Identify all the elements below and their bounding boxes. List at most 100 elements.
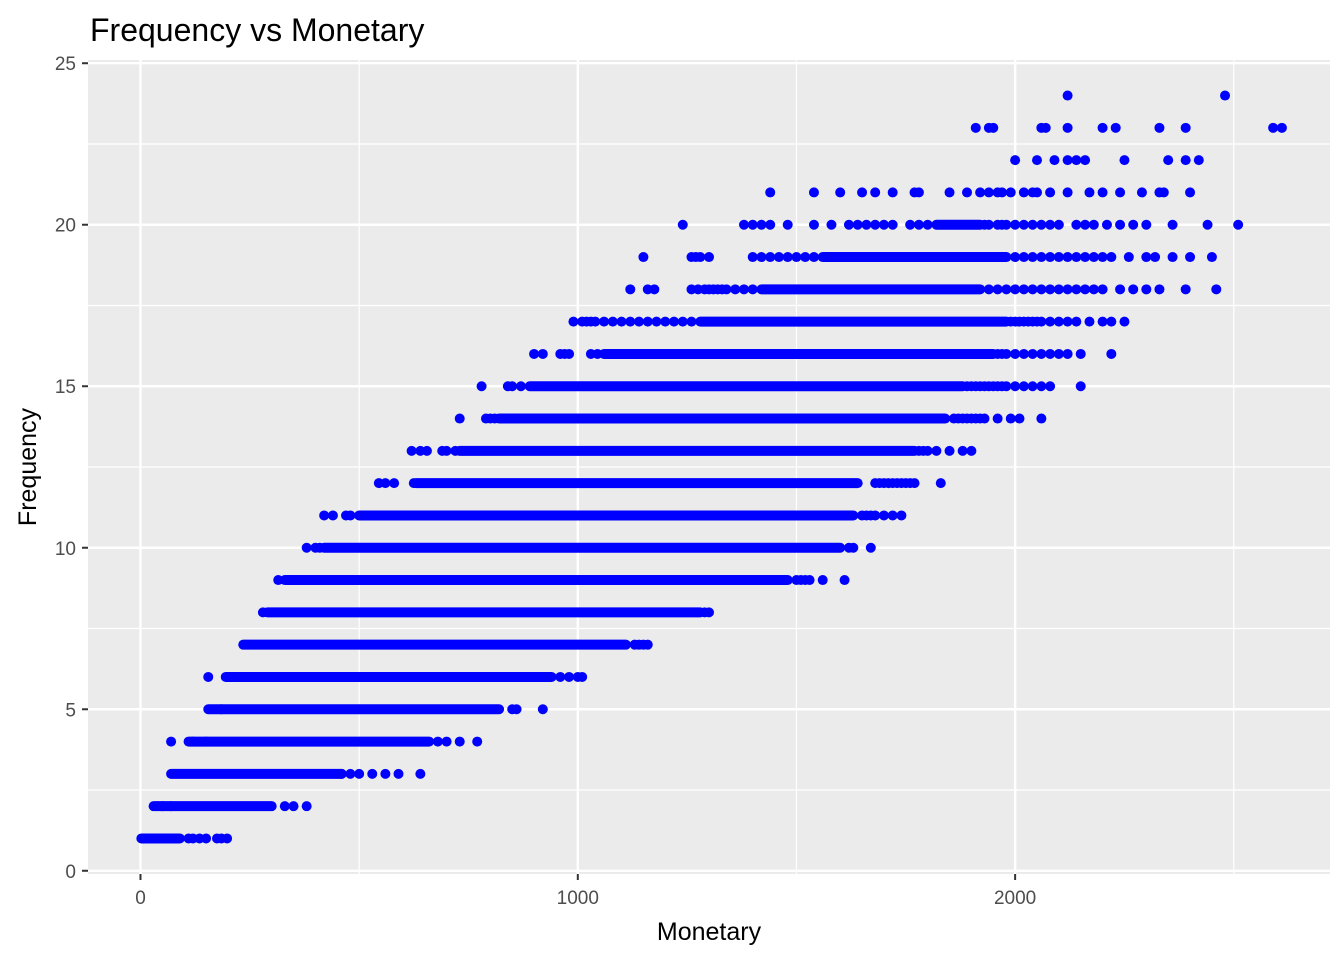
data-point [279,801,290,812]
data-point [1115,284,1126,295]
data-point [1119,316,1130,327]
data-point [1185,187,1196,198]
data-point [865,542,876,553]
data-point [1123,252,1134,263]
data-points [136,90,1287,844]
data-point [852,219,863,230]
data-point [345,768,356,779]
data-point [1180,122,1191,133]
data-point [957,445,968,456]
data-point [1027,348,1038,359]
data-point [1036,252,1047,263]
data-point [992,413,1003,424]
data-point [1027,284,1038,295]
data-point [826,219,837,230]
data-point [922,219,933,230]
data-point [909,478,920,489]
data-point [1031,187,1042,198]
data-point [1027,252,1038,263]
data-point [800,252,811,263]
data-point [336,768,347,779]
data-point [489,413,500,424]
data-point [432,736,443,747]
data-point [568,316,579,327]
data-point [992,284,1003,295]
data-point [1053,316,1064,327]
data-point [1141,252,1152,263]
data-point [1018,348,1029,359]
data-point [1045,284,1056,295]
x-tick-label: 2000 [994,888,1036,909]
data-point [738,219,749,230]
data-point [730,284,741,295]
data-point [1071,155,1082,166]
data-point [380,478,391,489]
data-point [1119,155,1130,166]
data-point [1202,219,1213,230]
data-point [625,316,636,327]
data-point [354,768,365,779]
data-point [625,284,636,295]
data-point [765,187,776,198]
y-tick-label: 5 [65,700,76,721]
data-point [319,510,330,521]
data-point [1097,284,1108,295]
data-point [1071,219,1082,230]
data-point [367,768,378,779]
data-point [765,219,776,230]
data-point [1001,381,1012,392]
data-point [808,187,819,198]
data-point [1097,316,1108,327]
data-point [839,575,850,586]
data-point [1010,252,1021,263]
data-point [756,252,767,263]
data-point [878,219,889,230]
data-point [450,445,461,456]
data-point [1071,316,1082,327]
data-point [677,316,688,327]
data-point [1062,122,1073,133]
data-point [1045,316,1056,327]
data-point [922,445,933,456]
data-point [1062,252,1073,263]
data-point [607,316,618,327]
data-point [599,316,610,327]
data-point [1010,348,1021,359]
data-point [157,801,168,812]
data-point [1167,219,1178,230]
data-point [857,187,868,198]
data-point [931,445,942,456]
data-point [441,736,452,747]
data-point [765,252,776,263]
data-point [577,671,588,682]
data-point [1071,252,1082,263]
data-point [511,704,522,715]
data-point [1276,122,1287,133]
data-point [1036,284,1047,295]
data-point [747,252,758,263]
data-point [1005,187,1016,198]
data-point [747,219,758,230]
data-point [1097,122,1108,133]
data-point [1088,252,1099,263]
data-point [288,801,299,812]
data-point [1018,381,1029,392]
data-point [966,445,977,456]
data-point [1233,219,1244,230]
data-point [1075,381,1086,392]
data-point [1141,219,1152,230]
data-point [1158,187,1169,198]
data-point [1062,316,1073,327]
data-point [1084,316,1095,327]
data-point [1088,219,1099,230]
data-point [555,671,566,682]
data-point [634,316,645,327]
data-point [1163,155,1174,166]
data-point [1062,155,1073,166]
data-point [406,445,417,456]
data-point [1001,348,1012,359]
data-point [1045,252,1056,263]
data-point [1150,252,1161,263]
data-point [983,284,994,295]
minor-gridlines [88,60,1330,874]
